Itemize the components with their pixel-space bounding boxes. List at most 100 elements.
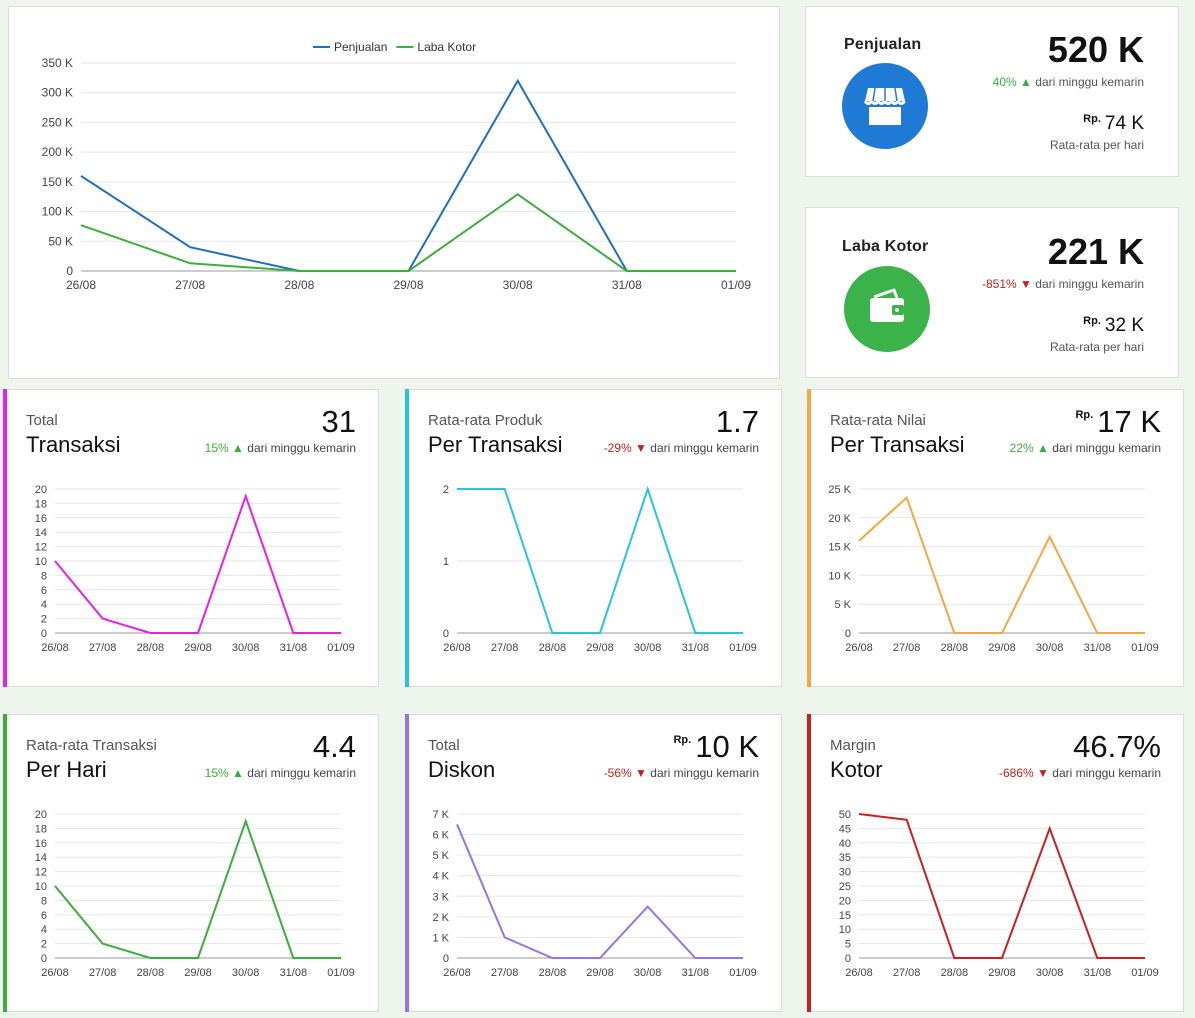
y-tick-label: 0 — [443, 628, 449, 640]
y-tick-label: 16 — [35, 513, 47, 525]
series-line — [858, 495, 1145, 634]
y-tick-label: 0 — [41, 953, 47, 965]
average-value: 32 K — [1104, 315, 1144, 336]
card-accent-bar — [807, 389, 811, 687]
summary-card-penjualan: Penjualan 520 K 40% ▲ dari minggu kemari… — [805, 6, 1179, 177]
kpi-value-number: 46.7% — [1073, 729, 1161, 764]
y-tick-label: 14 — [35, 527, 47, 539]
average-label: Rata-rata per hari — [1049, 138, 1144, 152]
y-tick-label: 15 — [839, 910, 851, 922]
kpi-subtitle: Total — [428, 737, 460, 754]
y-tick-label: 15 K — [828, 542, 851, 554]
kpi-value-number: 31 — [321, 404, 356, 439]
y-tick-label: 4 — [41, 924, 47, 936]
y-tick-label: 4 K — [432, 871, 449, 883]
x-tick-label: 31/08 — [612, 278, 642, 292]
arrow-down-icon: ▼ — [1020, 277, 1032, 291]
y-tick-label: 0 — [66, 264, 73, 278]
y-tick-label: 10 — [35, 881, 47, 893]
y-tick-label: 3 K — [432, 891, 449, 903]
change-percent: 22% — [1009, 441, 1034, 455]
change-label: dari minggu kemarin — [1035, 75, 1144, 89]
series-line — [80, 78, 736, 272]
kpi-title: Kotor — [830, 757, 883, 782]
change-label: dari minggu kemarin — [1052, 766, 1161, 780]
summary-change: 40% ▲ dari minggu kemarin — [993, 75, 1144, 89]
y-tick-label: 12 — [35, 542, 47, 554]
store-icon — [842, 63, 928, 149]
y-tick-label: 10 — [35, 556, 47, 568]
x-tick-label: 27/08 — [893, 642, 921, 654]
kpi-change: 15% ▲ dari minggu kemarin — [205, 766, 356, 780]
kpi-line-chart[interactable]: 0 2 4 6 8 10 12 14 16 18 20 26/08 27/08 28/08 29/08 30/… — [4, 390, 378, 686]
x-tick-label: 31/08 — [280, 642, 308, 654]
x-tick-label: 26/08 — [845, 642, 873, 654]
kpi-title: Per Transaksi — [830, 432, 965, 457]
x-tick-label: 28/08 — [284, 278, 314, 292]
change-label: dari minggu kemarin — [650, 766, 759, 780]
change-label: dari minggu kemarin — [1052, 441, 1161, 455]
arrow-up-icon: ▲ — [1020, 75, 1032, 89]
x-tick-label: 01/09 — [1131, 642, 1159, 654]
x-tick-label: 30/08 — [634, 642, 662, 654]
kpi-line-chart[interactable]: 0 2 4 6 8 10 12 14 16 18 20 26/08 27/08 28/08 29/08 30/… — [4, 715, 378, 1011]
kpi-card-rata-rata-transaksi: Rata-rata Transaksi Per Hari 4.4 15% ▲ d… — [3, 714, 379, 1012]
x-tick-label: 31/08 — [1084, 967, 1112, 979]
kpi-value: 46.7% — [1069, 729, 1161, 765]
kpi-value-number: 17 K — [1097, 404, 1161, 439]
change-percent: -851% — [982, 277, 1017, 291]
y-tick-label: 5 K — [432, 850, 449, 862]
kpi-line-chart[interactable]: 0 1 2 26/08 27/08 28/08 29/08 30/08 31/08 01/09 — [406, 390, 781, 686]
x-tick-label: 29/08 — [988, 642, 1016, 654]
y-tick-label: 350 K — [42, 56, 73, 70]
x-tick-label: 29/08 — [393, 278, 423, 292]
x-tick-label: 30/08 — [634, 967, 662, 979]
currency-label: Rp. — [1075, 409, 1094, 421]
kpi-subtitle: Margin — [830, 737, 876, 754]
y-tick-label: 20 — [839, 895, 851, 907]
x-tick-label: 29/08 — [184, 967, 212, 979]
y-tick-label: 150 K — [42, 175, 73, 189]
x-tick-label: 27/08 — [491, 642, 519, 654]
kpi-line-chart[interactable]: 0 1 K 2 K 3 K 4 K 5 K 6 K 7 K 26/08 27/08 28/08 29/… — [406, 715, 781, 1011]
y-tick-label: 6 — [41, 910, 47, 922]
change-label: dari minggu kemarin — [650, 441, 759, 455]
x-tick-label: 01/09 — [327, 967, 355, 979]
kpi-title: Diskon — [428, 757, 496, 782]
y-tick-label: 2 — [41, 939, 47, 951]
summary-value: 221 K — [1047, 231, 1144, 272]
x-tick-label: 01/09 — [1131, 967, 1159, 979]
arrow-down-icon: ▼ — [635, 766, 647, 780]
legend-label: Laba Kotor — [417, 40, 476, 54]
main-line-chart[interactable]: 0 50 K 100 K 150 K 200 K 250 K 300 K 350 K 26/08… — [9, 7, 779, 378]
y-tick-label: 5 — [845, 939, 851, 951]
kpi-line-chart[interactable]: 0 5 10 15 20 25 30 35 40 45 50 26/08 27/08 28/08 29/08… — [808, 715, 1183, 1011]
y-tick-label: 0 — [443, 953, 449, 965]
kpi-line-chart[interactable]: 0 5 K 10 K 15 K 20 K 25 K 26/08 27/08 28/08 29/08… — [808, 390, 1183, 686]
x-tick-label: 27/08 — [89, 967, 117, 979]
x-tick-label: 26/08 — [443, 642, 471, 654]
series-line — [54, 818, 341, 959]
x-tick-label: 30/08 — [232, 642, 260, 654]
kpi-value: Rp. 17 K — [1075, 404, 1161, 440]
kpi-subtitle: Total — [26, 412, 58, 429]
y-tick-label: 2 — [443, 484, 449, 496]
x-tick-label: 01/09 — [729, 967, 757, 979]
y-tick-label: 18 — [35, 823, 47, 835]
x-tick-label: 01/09 — [721, 278, 751, 292]
x-tick-label: 29/08 — [184, 642, 212, 654]
x-tick-label: 01/09 — [729, 642, 757, 654]
y-tick-label: 200 K — [42, 145, 73, 159]
card-accent-bar — [3, 714, 7, 1012]
average-label: Rata-rata per hari — [1049, 340, 1144, 354]
kpi-change: -56% ▼ dari minggu kemarin — [604, 766, 759, 780]
currency-label: Rp. — [1083, 113, 1101, 125]
x-tick-label: 28/08 — [941, 642, 969, 654]
change-percent: -56% — [603, 766, 632, 780]
summary-value: 520 K — [1047, 29, 1144, 70]
x-tick-label: 30/08 — [1036, 642, 1064, 654]
y-tick-label: 35 — [839, 852, 851, 864]
kpi-value: 4.4 — [309, 729, 356, 765]
main-chart-card: 0 50 K 100 K 150 K 200 K 250 K 300 K 350 K 26/08… — [8, 6, 780, 379]
summary-title: Penjualan — [844, 36, 922, 53]
